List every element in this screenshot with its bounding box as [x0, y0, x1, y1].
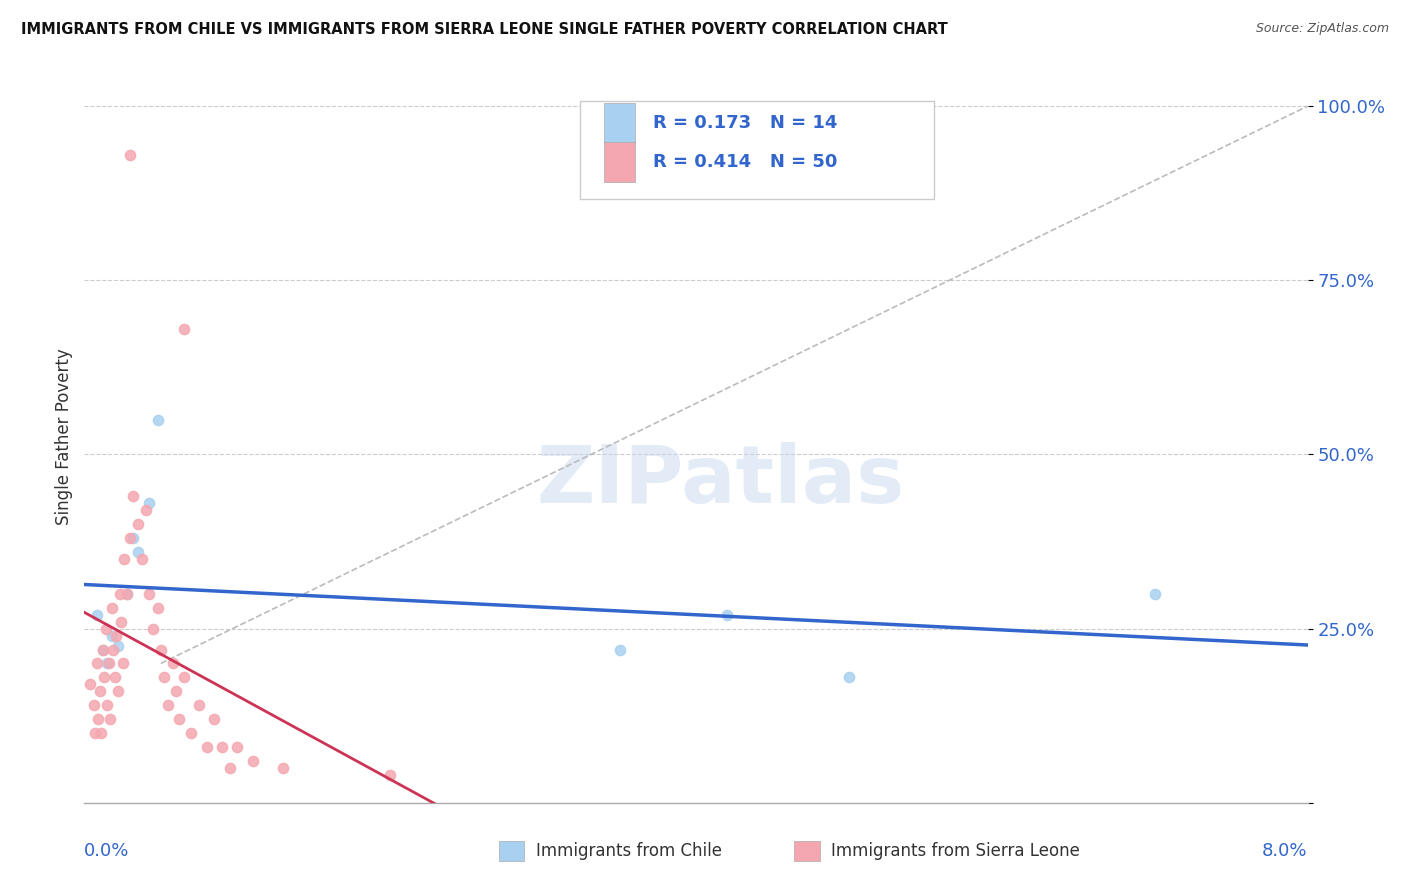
Point	[165, 684, 187, 698]
Point	[89, 684, 111, 698]
Point	[271, 761, 294, 775]
Point	[202, 712, 225, 726]
Point	[120, 531, 142, 545]
Text: 8.0%: 8.0%	[1263, 842, 1308, 860]
Point	[105, 629, 128, 643]
Point	[211, 740, 233, 755]
FancyBboxPatch shape	[605, 103, 636, 144]
Point	[149, 642, 172, 657]
Point	[111, 657, 134, 671]
Point	[112, 552, 135, 566]
Point	[153, 670, 176, 684]
Point	[127, 517, 149, 532]
Point	[107, 684, 129, 698]
Point	[162, 657, 184, 671]
Point	[86, 657, 108, 671]
Point	[94, 622, 117, 636]
Point	[86, 607, 108, 622]
Point	[103, 642, 125, 657]
Point	[173, 322, 195, 336]
Point	[157, 698, 180, 713]
Point	[180, 726, 202, 740]
Point	[146, 600, 169, 615]
Point	[142, 622, 165, 636]
Text: Source: ZipAtlas.com: Source: ZipAtlas.com	[1256, 22, 1389, 36]
Point	[173, 670, 195, 684]
Text: Immigrants from Sierra Leone: Immigrants from Sierra Leone	[831, 842, 1080, 860]
Point	[110, 615, 132, 629]
Point	[135, 503, 157, 517]
Text: 0.0%: 0.0%	[84, 842, 129, 860]
Point	[84, 726, 107, 740]
Point	[138, 587, 160, 601]
Point	[218, 761, 240, 775]
Point	[93, 670, 115, 684]
FancyBboxPatch shape	[605, 142, 636, 182]
Point	[188, 698, 211, 713]
Point	[838, 670, 860, 684]
Point	[138, 496, 160, 510]
Point	[91, 642, 114, 657]
Point	[609, 642, 631, 657]
Point	[108, 587, 131, 601]
Point	[226, 740, 249, 755]
Point	[115, 587, 138, 601]
Point	[98, 712, 121, 726]
FancyBboxPatch shape	[579, 101, 935, 200]
Point	[87, 712, 110, 726]
Point	[107, 639, 129, 653]
Point	[115, 587, 138, 601]
Point	[120, 148, 142, 162]
Point	[101, 600, 124, 615]
Point	[101, 629, 124, 643]
Point	[195, 740, 218, 755]
Point	[242, 754, 264, 768]
Point	[90, 726, 112, 740]
Point	[96, 657, 118, 671]
Point	[1143, 587, 1166, 601]
Text: R = 0.414   N = 50: R = 0.414 N = 50	[654, 153, 838, 171]
Point	[97, 657, 120, 671]
Point	[79, 677, 101, 691]
Point	[167, 712, 190, 726]
Point	[131, 552, 153, 566]
Point	[122, 531, 145, 545]
Point	[122, 489, 145, 503]
Point	[380, 768, 402, 782]
Point	[146, 412, 169, 426]
Point	[83, 698, 105, 713]
Point	[104, 670, 127, 684]
Text: IMMIGRANTS FROM CHILE VS IMMIGRANTS FROM SIERRA LEONE SINGLE FATHER POVERTY CORR: IMMIGRANTS FROM CHILE VS IMMIGRANTS FROM…	[21, 22, 948, 37]
Text: ZIPatlas: ZIPatlas	[536, 442, 904, 520]
Text: R = 0.173   N = 14: R = 0.173 N = 14	[654, 114, 838, 132]
Point	[96, 698, 118, 713]
Y-axis label: Single Father Poverty: Single Father Poverty	[55, 349, 73, 525]
Text: Immigrants from Chile: Immigrants from Chile	[536, 842, 721, 860]
Point	[716, 607, 738, 622]
Point	[127, 545, 149, 559]
Point	[91, 642, 114, 657]
